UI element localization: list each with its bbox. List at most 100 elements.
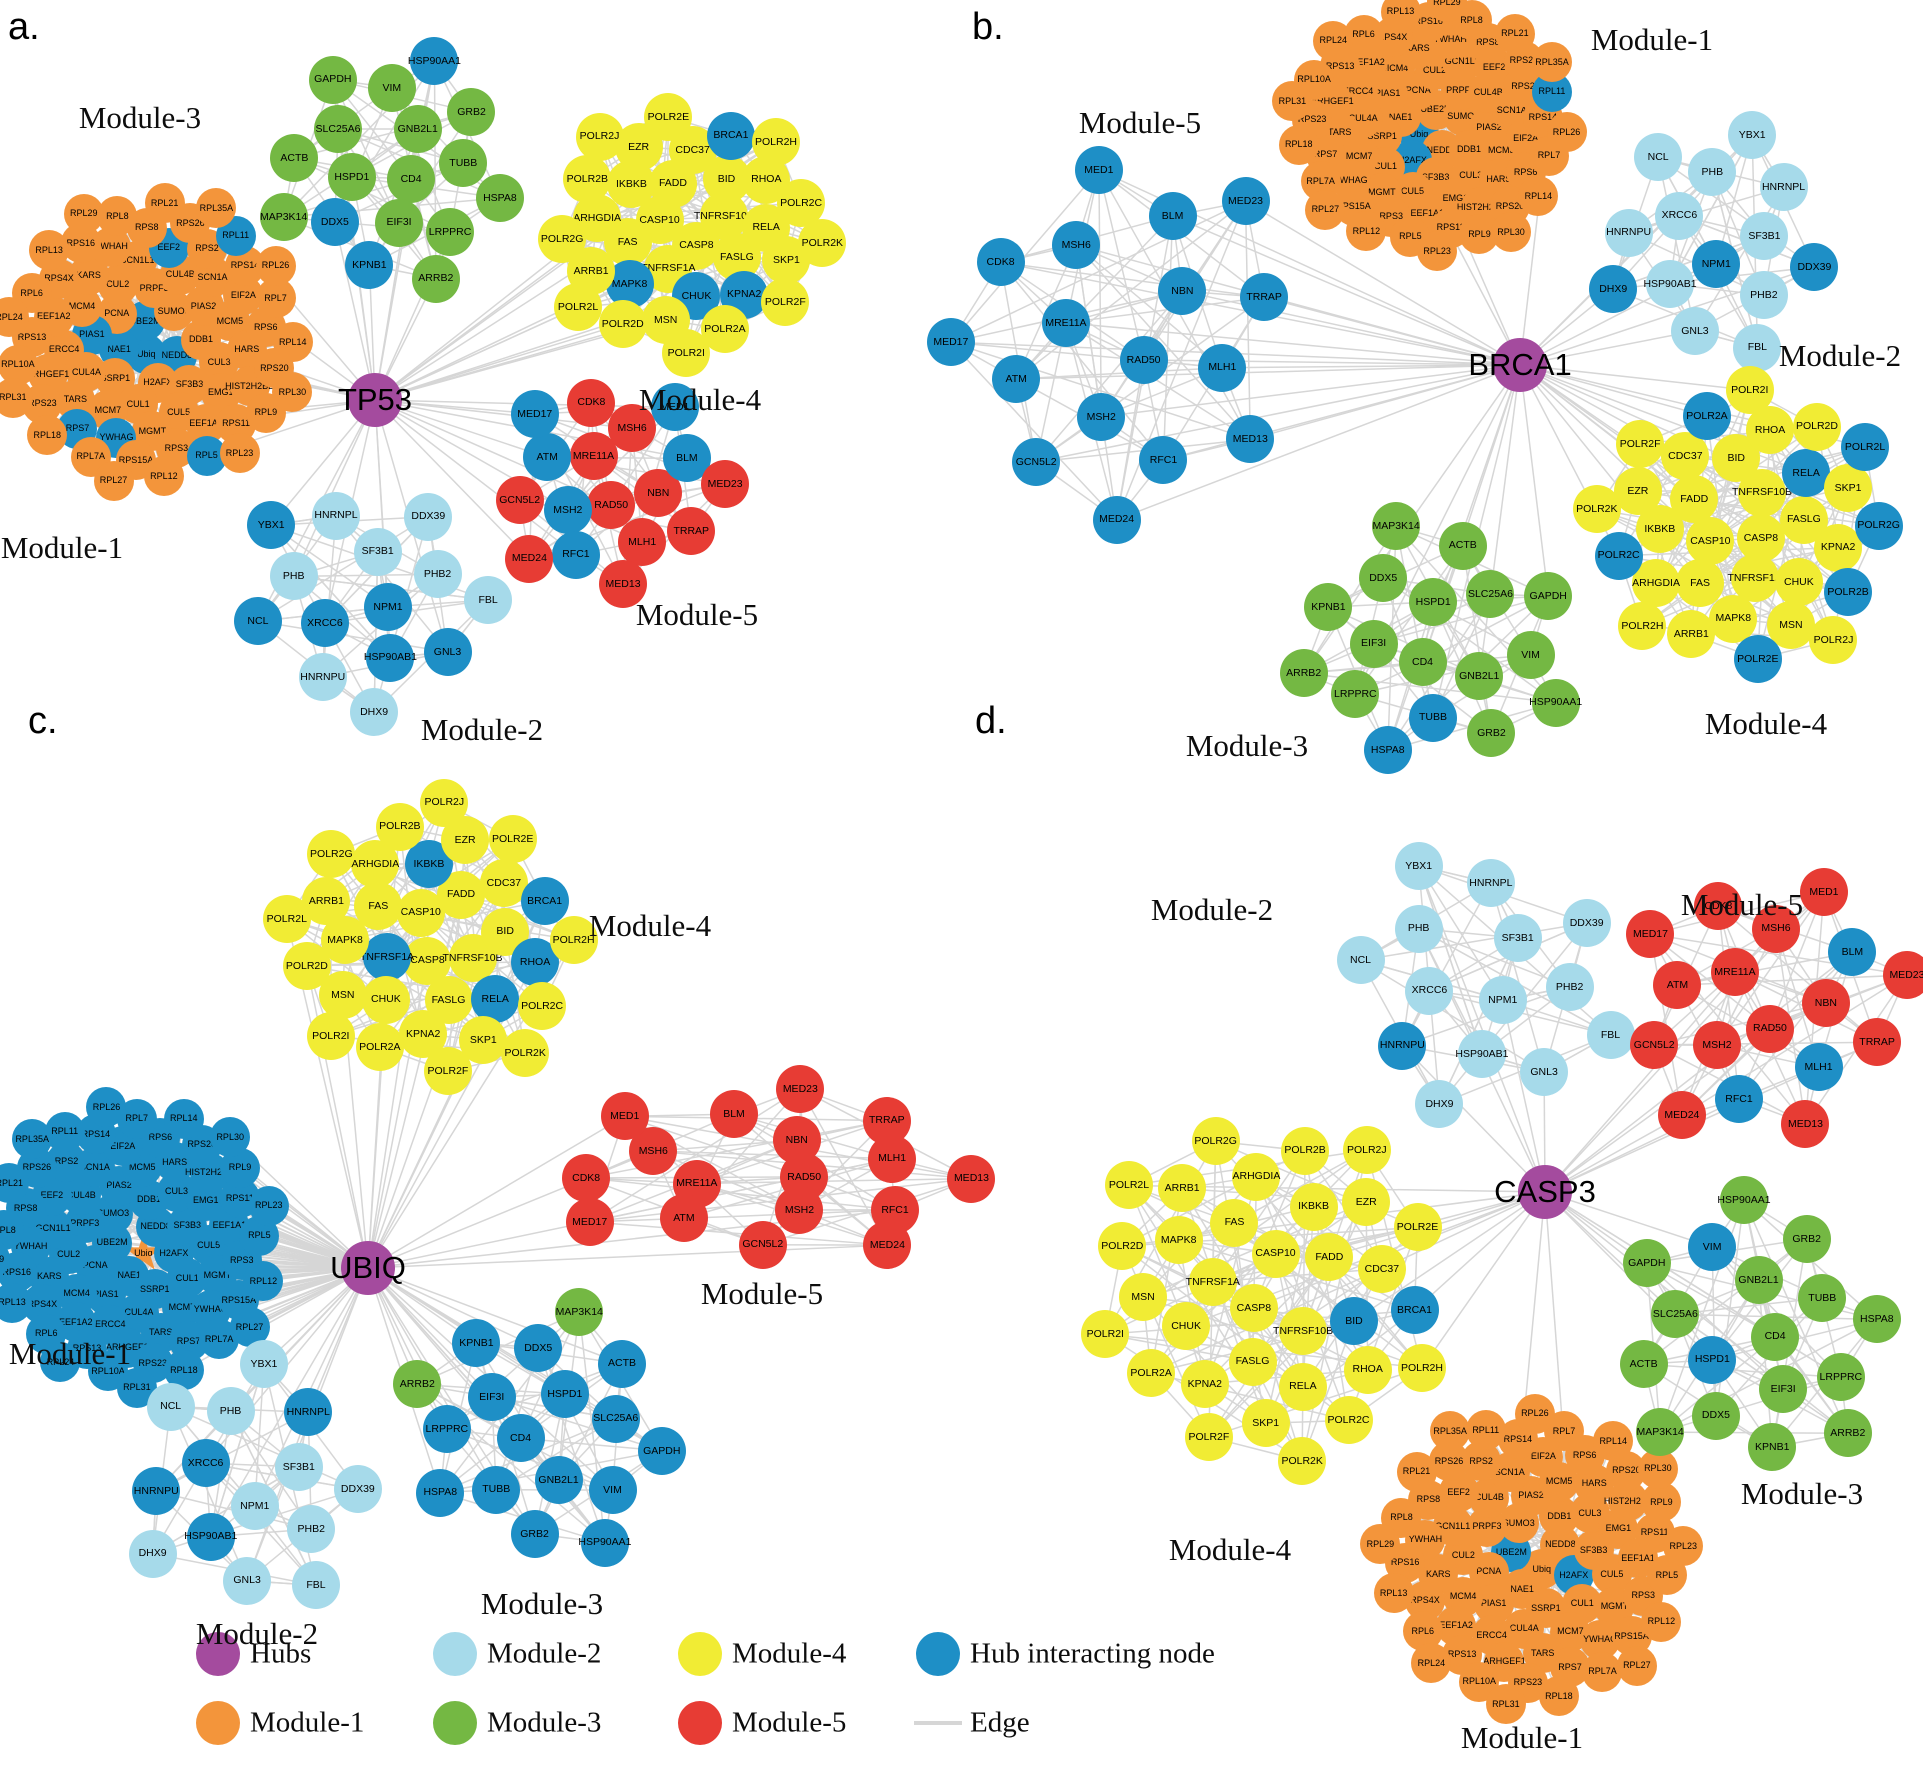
node-FBL[interactable]: FBL bbox=[291, 1561, 340, 1610]
node-GCN5L2[interactable]: GCN5L2 bbox=[738, 1220, 787, 1269]
node-RPL29[interactable]: RPL29 bbox=[0, 1239, 11, 1280]
node-FADD[interactable]: FADD bbox=[437, 870, 486, 919]
node-HSPA8[interactable]: HSPA8 bbox=[1363, 726, 1412, 775]
node-BLM[interactable]: BLM bbox=[710, 1090, 759, 1139]
node-MED24[interactable]: MED24 bbox=[863, 1221, 912, 1270]
node-RPL13[interactable]: RPL13 bbox=[29, 230, 70, 271]
node-RPL31[interactable]: RPL31 bbox=[1485, 1684, 1526, 1725]
node-GNB2L1[interactable]: GNB2L1 bbox=[534, 1455, 583, 1504]
node-POLR2B[interactable]: POLR2B bbox=[375, 802, 424, 851]
node-FBL[interactable]: FBL bbox=[464, 576, 513, 625]
node-KPNB1[interactable]: KPNB1 bbox=[1304, 583, 1353, 632]
node-RFC1[interactable]: RFC1 bbox=[551, 530, 600, 579]
node-EIF3I[interactable]: EIF3I bbox=[1349, 619, 1398, 668]
node-CHUK[interactable]: CHUK bbox=[1162, 1302, 1211, 1351]
node-SLC25A6[interactable]: SLC25A6 bbox=[1466, 570, 1515, 619]
node-POLR2A[interactable]: POLR2A bbox=[355, 1022, 404, 1071]
node-MLH1[interactable]: MLH1 bbox=[1794, 1043, 1843, 1092]
node-CDK8[interactable]: CDK8 bbox=[562, 1154, 611, 1203]
node-TRRAP[interactable]: TRRAP bbox=[667, 507, 716, 556]
node-RPL27[interactable]: RPL27 bbox=[1616, 1645, 1657, 1686]
node-POLR2J[interactable]: POLR2J bbox=[575, 112, 624, 161]
node-CDC37[interactable]: CDC37 bbox=[1357, 1244, 1406, 1293]
node-VIM[interactable]: VIM bbox=[367, 63, 416, 112]
node-RPL18[interactable]: RPL18 bbox=[1538, 1676, 1579, 1716]
node-CD4[interactable]: CD4 bbox=[496, 1414, 545, 1463]
node-MED24[interactable]: MED24 bbox=[1092, 495, 1141, 544]
node-POLR2F[interactable]: POLR2F bbox=[423, 1047, 472, 1096]
node-RPL29[interactable]: RPL29 bbox=[63, 193, 104, 234]
node-RPL14[interactable]: RPL14 bbox=[1593, 1421, 1634, 1462]
node-POLR2G[interactable]: POLR2G bbox=[1854, 501, 1903, 550]
node-POLR2J[interactable]: POLR2J bbox=[1809, 616, 1858, 665]
node-MED23[interactable]: MED23 bbox=[1221, 177, 1270, 226]
node-CDK8[interactable]: CDK8 bbox=[567, 378, 616, 427]
node-MED1[interactable]: MED1 bbox=[600, 1092, 649, 1141]
node-YBX1[interactable]: YBX1 bbox=[1728, 111, 1777, 159]
node-NBN[interactable]: NBN bbox=[1801, 978, 1850, 1027]
node-GAPDH[interactable]: GAPDH bbox=[308, 55, 357, 104]
node-POLR2H[interactable]: POLR2H bbox=[1618, 602, 1667, 651]
node-YBX1[interactable]: YBX1 bbox=[247, 501, 296, 550]
node-RPL31[interactable]: RPL31 bbox=[1272, 81, 1313, 122]
node-POLR2I[interactable]: POLR2I bbox=[1081, 1310, 1130, 1359]
node-DHX9[interactable]: DHX9 bbox=[350, 688, 399, 737]
node-POLR2F[interactable]: POLR2F bbox=[761, 278, 810, 327]
node-DHX9[interactable]: DHX9 bbox=[1589, 265, 1638, 314]
node-NBN[interactable]: NBN bbox=[634, 469, 683, 518]
node-MSH2[interactable]: MSH2 bbox=[775, 1185, 824, 1234]
node-MRE11A[interactable]: MRE11A bbox=[569, 431, 618, 480]
node-ATM[interactable]: ATM bbox=[659, 1194, 708, 1243]
node-POLR2G[interactable]: POLR2G bbox=[538, 214, 587, 263]
node-GNB2L1[interactable]: GNB2L1 bbox=[1455, 651, 1504, 700]
node-NBN[interactable]: NBN bbox=[1158, 267, 1207, 316]
node-RPL24[interactable]: RPL24 bbox=[1411, 1643, 1452, 1684]
node-HSPD1[interactable]: HSPD1 bbox=[1688, 1335, 1737, 1384]
node-POLR2E[interactable]: POLR2E bbox=[644, 92, 693, 141]
node-RPL12[interactable]: RPL12 bbox=[1346, 211, 1387, 252]
hub-CASP3[interactable] bbox=[1518, 1165, 1572, 1219]
node-MSH2[interactable]: MSH2 bbox=[543, 485, 592, 534]
node-RELA[interactable]: RELA bbox=[471, 975, 520, 1024]
node-GNL3[interactable]: GNL3 bbox=[1520, 1047, 1569, 1096]
node-POLR2A[interactable]: POLR2A bbox=[1682, 392, 1731, 441]
node-MED23[interactable]: MED23 bbox=[701, 460, 750, 509]
node-POLR2H[interactable]: POLR2H bbox=[1397, 1343, 1446, 1392]
node-DHX9[interactable]: DHX9 bbox=[128, 1529, 177, 1578]
node-RPL18[interactable]: RPL18 bbox=[1278, 124, 1319, 165]
node-POLR2I[interactable]: POLR2I bbox=[306, 1012, 355, 1061]
node-POLR2H[interactable]: POLR2H bbox=[752, 117, 800, 166]
node-XRCC6[interactable]: XRCC6 bbox=[1655, 191, 1704, 240]
node-HSP90AB1[interactable]: HSP90AB1 bbox=[1643, 259, 1697, 308]
node-MLH1[interactable]: MLH1 bbox=[618, 518, 667, 567]
node-HSP90AA1[interactable]: HSP90AA1 bbox=[408, 36, 461, 85]
node-ARHGDIA[interactable]: ARHGDIA bbox=[1632, 558, 1681, 607]
node-FAS[interactable]: FAS bbox=[1676, 558, 1725, 607]
node-YBX1[interactable]: YBX1 bbox=[1394, 841, 1443, 890]
node-RPL29[interactable]: RPL29 bbox=[1360, 1524, 1401, 1565]
node-MED17[interactable]: MED17 bbox=[565, 1197, 614, 1246]
node-HNRNPL[interactable]: HNRNPL bbox=[1466, 859, 1515, 908]
node-DDX5[interactable]: DDX5 bbox=[1691, 1391, 1740, 1440]
node-RPL11[interactable]: RPL11 bbox=[44, 1111, 85, 1152]
node-BID[interactable]: BID bbox=[1330, 1296, 1379, 1345]
node-HSP90AB1[interactable]: HSP90AB1 bbox=[184, 1512, 237, 1561]
node-CASP10[interactable]: CASP10 bbox=[396, 888, 445, 937]
node-ARRB1[interactable]: ARRB1 bbox=[1667, 610, 1716, 659]
node-RHOA[interactable]: RHOA bbox=[1746, 406, 1795, 455]
node-RPL11[interactable]: RPL11 bbox=[1465, 1410, 1506, 1451]
node-LRPPRC[interactable]: LRPPRC bbox=[1331, 670, 1380, 719]
node-RPL13[interactable]: RPL13 bbox=[1373, 1573, 1414, 1614]
node-DDX5[interactable]: DDX5 bbox=[514, 1324, 563, 1372]
node-RPL26[interactable]: RPL26 bbox=[1546, 112, 1587, 153]
node-GNL3[interactable]: GNL3 bbox=[1670, 307, 1719, 355]
node-NPM1[interactable]: NPM1 bbox=[363, 583, 412, 632]
node-VIM[interactable]: VIM bbox=[1688, 1223, 1737, 1272]
node-POLR2I[interactable]: POLR2I bbox=[1725, 366, 1774, 415]
node-GRB2[interactable]: GRB2 bbox=[1782, 1215, 1831, 1264]
node-POLR2E[interactable]: POLR2E bbox=[488, 815, 537, 864]
node-GRB2[interactable]: GRB2 bbox=[447, 87, 496, 136]
node-KPNA2[interactable]: KPNA2 bbox=[1814, 523, 1863, 572]
node-CD4[interactable]: CD4 bbox=[1751, 1312, 1800, 1361]
node-HSP90AA1[interactable]: HSP90AA1 bbox=[1717, 1175, 1771, 1224]
